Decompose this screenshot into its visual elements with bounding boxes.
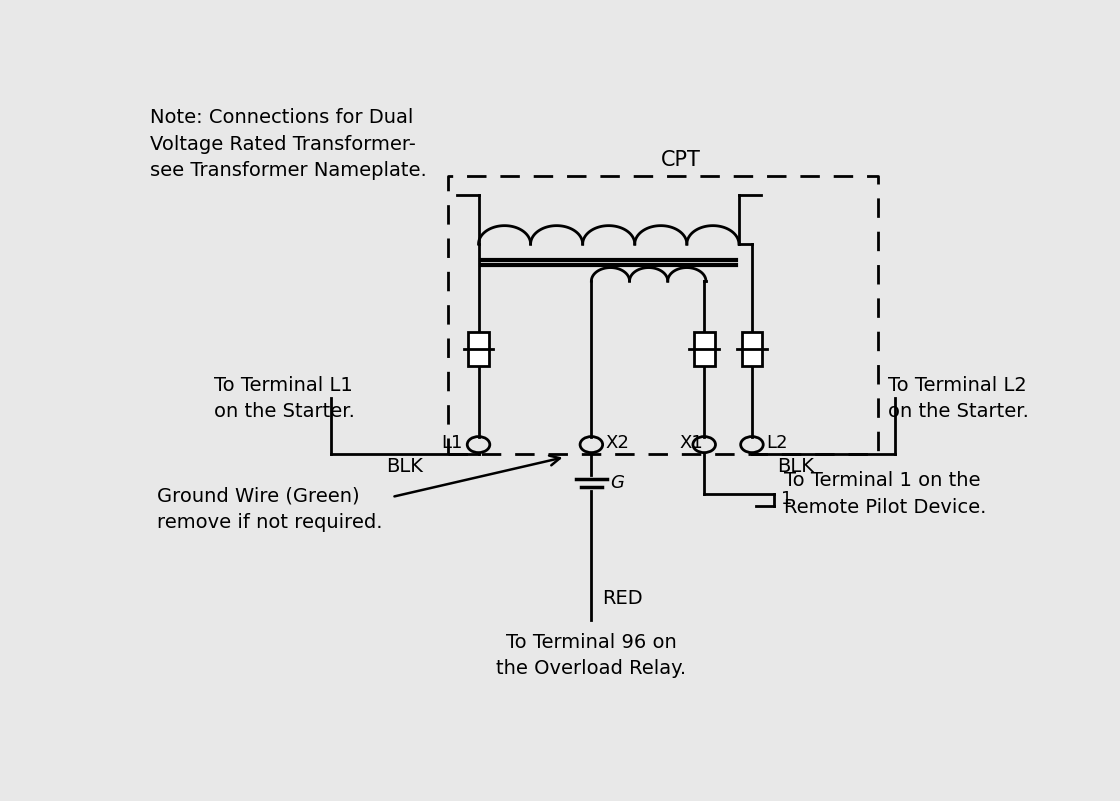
Text: BLK: BLK [386, 457, 423, 476]
Text: L2: L2 [766, 434, 787, 452]
Text: To Terminal 1 on the
Remote Pilot Device.: To Terminal 1 on the Remote Pilot Device… [784, 471, 987, 517]
Text: G: G [610, 474, 625, 492]
Text: Note: Connections for Dual
Voltage Rated Transformer-
see Transformer Nameplate.: Note: Connections for Dual Voltage Rated… [150, 108, 427, 180]
Text: 1: 1 [781, 490, 792, 508]
Bar [693, 332, 715, 366]
Text: CPT: CPT [661, 150, 700, 170]
Text: Ground Wire (Green)
remove if not required.: Ground Wire (Green) remove if not requir… [157, 486, 383, 532]
Text: X1: X1 [680, 434, 703, 452]
Text: To Terminal 96 on
the Overload Relay.: To Terminal 96 on the Overload Relay. [496, 633, 687, 678]
Bar [468, 332, 489, 366]
Text: L1: L1 [441, 434, 463, 452]
Bar [741, 332, 763, 366]
Text: To Terminal L2
on the Starter.: To Terminal L2 on the Starter. [888, 376, 1029, 421]
Text: BLK: BLK [777, 457, 814, 476]
Text: RED: RED [601, 590, 643, 608]
Text: To Terminal L1
on the Starter.: To Terminal L1 on the Starter. [214, 376, 355, 421]
Text: X2: X2 [605, 434, 629, 452]
